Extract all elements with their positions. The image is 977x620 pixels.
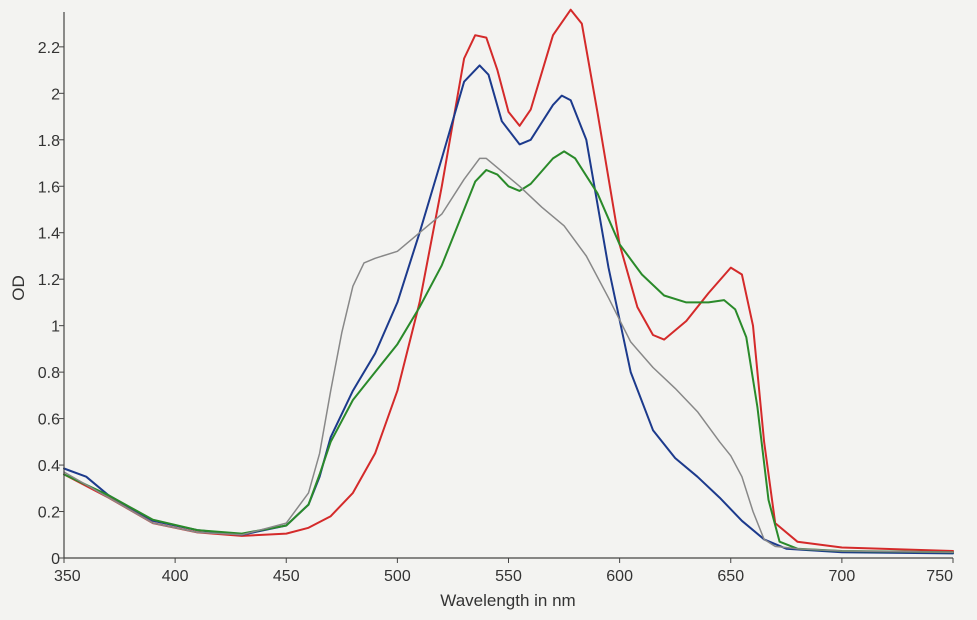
y-tick-label: 0.6 [38,412,60,429]
axes-group [63,12,953,559]
y-tick-label: 1.8 [38,133,60,150]
y-tick-label: 1.6 [38,179,60,196]
x-tick-label: 600 [606,568,633,585]
y-tick-label: 2.2 [38,40,60,57]
y-tick-label: 1.4 [38,226,60,243]
series-line-3 [63,157,954,553]
y-tick-label: 1.2 [38,272,60,289]
y-tick-label: 2 [51,86,60,103]
x-tick-label: 650 [717,568,744,585]
series-line-0 [63,8,954,552]
y-tick-label: 0.4 [38,458,60,475]
series-line-2 [63,150,954,554]
x-tick-label: 350 [54,568,81,585]
y-tick-label: 0.8 [38,365,60,382]
x-tick-label: 750 [926,568,953,585]
x-tick-label: 700 [829,568,856,585]
x-ticks-group: 350 400 450 500 550 600 650 700 750 [54,558,954,585]
y-ticks-group: 0 0.2 0.4 0.6 0.8 1 1.2 1.4 1.6 1.8 2 2.2 [38,40,64,568]
y-tick-label: 0 [51,551,60,568]
x-tick-label: 500 [384,568,411,585]
x-tick-label: 400 [162,568,189,585]
plot-series-group [63,8,954,555]
y-axis-title: OD [9,275,28,301]
x-tick-label: 550 [495,568,522,585]
x-axis-title: Wavelength in nm [440,591,575,610]
x-tick-label: 450 [273,568,300,585]
series-line-1 [63,64,954,555]
y-tick-label: 1 [51,319,60,336]
y-tick-label: 0.2 [38,505,60,522]
